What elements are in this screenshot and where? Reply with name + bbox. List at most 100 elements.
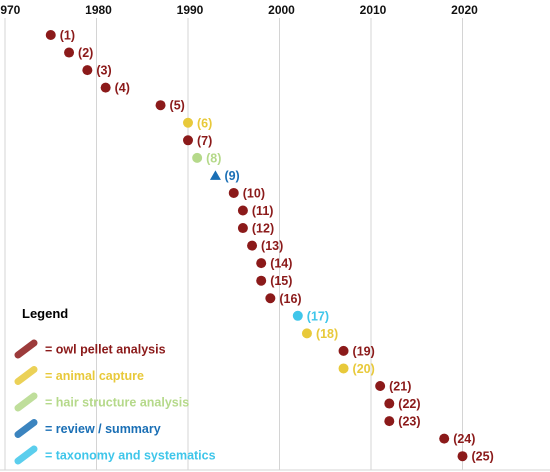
marker-circle [439,433,450,444]
marker-circle [183,117,193,128]
legend-item-taxonomy: = taxonomy and systematics [14,445,216,465]
x-tick-label: 1990 [177,3,204,17]
point-label: (11) [252,204,274,218]
data-point-5: (5) [155,99,185,113]
data-point-21: (21) [375,380,411,394]
point-label: (15) [270,274,292,288]
marker-circle [237,223,248,234]
legend-label: = review / summary [45,422,161,436]
point-label: (8) [206,151,221,165]
marker-circle [265,293,276,304]
data-point-8: (8) [192,151,221,165]
legend-item-review: = review / summary [14,419,161,438]
marker-triangle [209,170,221,180]
point-label: (25) [472,450,494,464]
legend-swatch [14,366,38,385]
data-point-14: (14) [256,257,292,271]
marker-circle [301,328,312,339]
marker-circle [192,152,203,163]
data-point-19: (19) [338,344,375,358]
data-point-2: (2) [64,46,93,60]
marker-circle [228,187,239,198]
marker-circle [82,65,93,76]
data-point-25: (25) [457,450,494,464]
point-label: (24) [453,432,475,446]
data-point-20: (20) [338,362,375,376]
x-tick-label: 2020 [451,3,478,17]
legend-swatch [14,339,38,359]
data-point-24: (24) [439,432,475,446]
marker-circle [247,240,258,251]
point-label: (19) [353,344,375,358]
legend-label: = taxonomy and systematics [45,449,216,463]
grid-lines [0,18,550,471]
legend-item-owl: = owl pellet analysis [14,339,166,359]
data-point-15: (15) [256,274,292,288]
point-label: (23) [398,415,420,429]
marker-circle [45,30,56,40]
marker-circle [64,47,75,58]
data-point-18: (18) [301,327,338,341]
data-point-16: (16) [265,292,302,306]
point-label: (14) [270,257,292,271]
point-label: (4) [115,81,130,95]
point-label: (12) [252,222,274,236]
point-label: (20) [353,362,375,376]
point-label: (7) [197,134,212,148]
x-tick-label: 2000 [268,3,295,17]
data-point-11: (11) [237,204,274,218]
marker-circle [338,345,349,356]
data-point-4: (4) [100,81,130,95]
point-label: (16) [279,292,301,306]
data-point-3: (3) [82,64,112,78]
point-label: (5) [170,99,185,113]
data-point-9: (9) [209,169,240,183]
marker-circle [375,381,386,391]
data-point-7: (7) [183,134,212,148]
legend-swatch [14,392,38,412]
marker-circle [100,82,111,93]
data-points: (1)(2)(3) (4) (5) (6) (7) (8)(9) (10) (11) (12) (… [45,29,494,464]
marker-circle [338,363,349,374]
legend-swatch [14,445,38,465]
marker-circle [237,205,248,216]
marker-circle [384,398,395,409]
x-tick-label: 1970 [0,3,21,17]
point-label: (10) [243,186,265,200]
marker-circle [183,135,193,146]
x-axis-ticks: 1970 1980 1990 2000 2010 2020 [0,3,478,17]
legend-swatch [14,419,38,438]
legend-item-hair: = hair structure analysis [14,392,189,412]
data-point-17: (17) [292,309,329,323]
data-point-22: (22) [384,397,421,411]
data-point-6: (6) [183,116,212,130]
point-label: (22) [398,397,420,411]
legend-label: = animal capture [45,369,144,383]
point-label: (2) [78,46,93,60]
marker-circle [384,416,395,427]
point-label: (18) [316,327,338,341]
point-label: (6) [197,116,212,130]
point-label: (21) [389,380,411,394]
marker-circle [155,100,166,111]
data-point-23: (23) [384,415,421,429]
x-tick-label: 2010 [360,3,387,17]
legend-label: = hair structure analysis [45,396,189,410]
data-point-13: (13) [247,239,283,253]
point-label: (13) [261,239,283,253]
legend-label: = owl pellet analysis [45,343,166,357]
x-tick-label: 1980 [85,3,112,17]
data-point-10: (10) [228,186,265,200]
marker-circle [256,275,267,286]
marker-circle [457,451,468,462]
marker-circle [292,310,303,321]
marker-circle [256,258,267,269]
point-label: (1) [60,29,75,43]
data-point-12: (12) [237,222,274,236]
point-label: (3) [96,64,111,78]
point-label: (9) [224,169,239,183]
data-point-1: (1) [45,29,75,43]
legend-title: Legend [22,306,68,321]
